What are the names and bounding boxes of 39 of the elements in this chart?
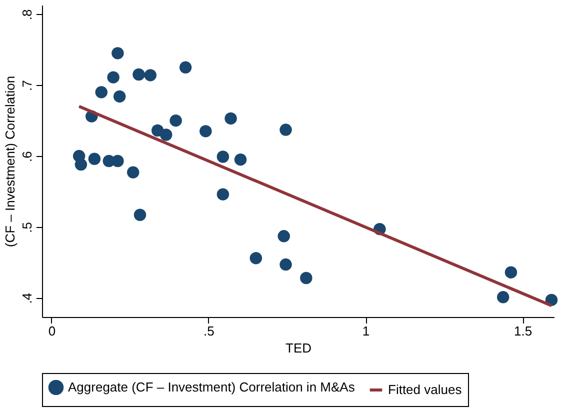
point	[280, 124, 292, 136]
y-tick-label: .5	[20, 222, 34, 233]
point	[504, 266, 518, 278]
point	[112, 47, 124, 60]
y-tick-label: .8	[20, 9, 34, 20]
point	[88, 152, 101, 165]
legend-label: Aggregate (CF – Investment) Correlation in M&As	[68, 379, 356, 394]
point	[234, 153, 247, 166]
x-tick-label: 1	[362, 324, 370, 338]
point	[74, 158, 88, 171]
point	[280, 258, 292, 271]
y-tick-label: .7	[20, 80, 34, 92]
x-tick-label: 0	[48, 324, 56, 338]
point	[170, 114, 182, 127]
y-tick-label: .4	[20, 292, 34, 304]
y-tick-label: .6	[20, 151, 34, 162]
x-tick-label: .5	[204, 324, 214, 338]
x-axis-title: TED	[286, 340, 312, 356]
point	[224, 112, 237, 125]
point	[200, 125, 212, 138]
point	[132, 68, 145, 81]
point	[496, 291, 510, 304]
legend-label: Fitted values	[388, 382, 462, 397]
point	[95, 86, 108, 98]
y-axis-title: (CF – Investment) Correlation	[2, 76, 18, 248]
point	[216, 188, 230, 200]
point	[278, 230, 290, 242]
point	[179, 61, 192, 74]
point	[160, 128, 172, 141]
point	[107, 71, 120, 84]
point	[134, 208, 146, 222]
point	[144, 69, 156, 82]
point	[216, 150, 230, 163]
point	[113, 90, 126, 103]
point	[112, 154, 124, 168]
point	[250, 252, 262, 264]
x-tick-label: 1.5	[514, 324, 532, 338]
point	[300, 272, 312, 284]
point	[126, 166, 140, 178]
